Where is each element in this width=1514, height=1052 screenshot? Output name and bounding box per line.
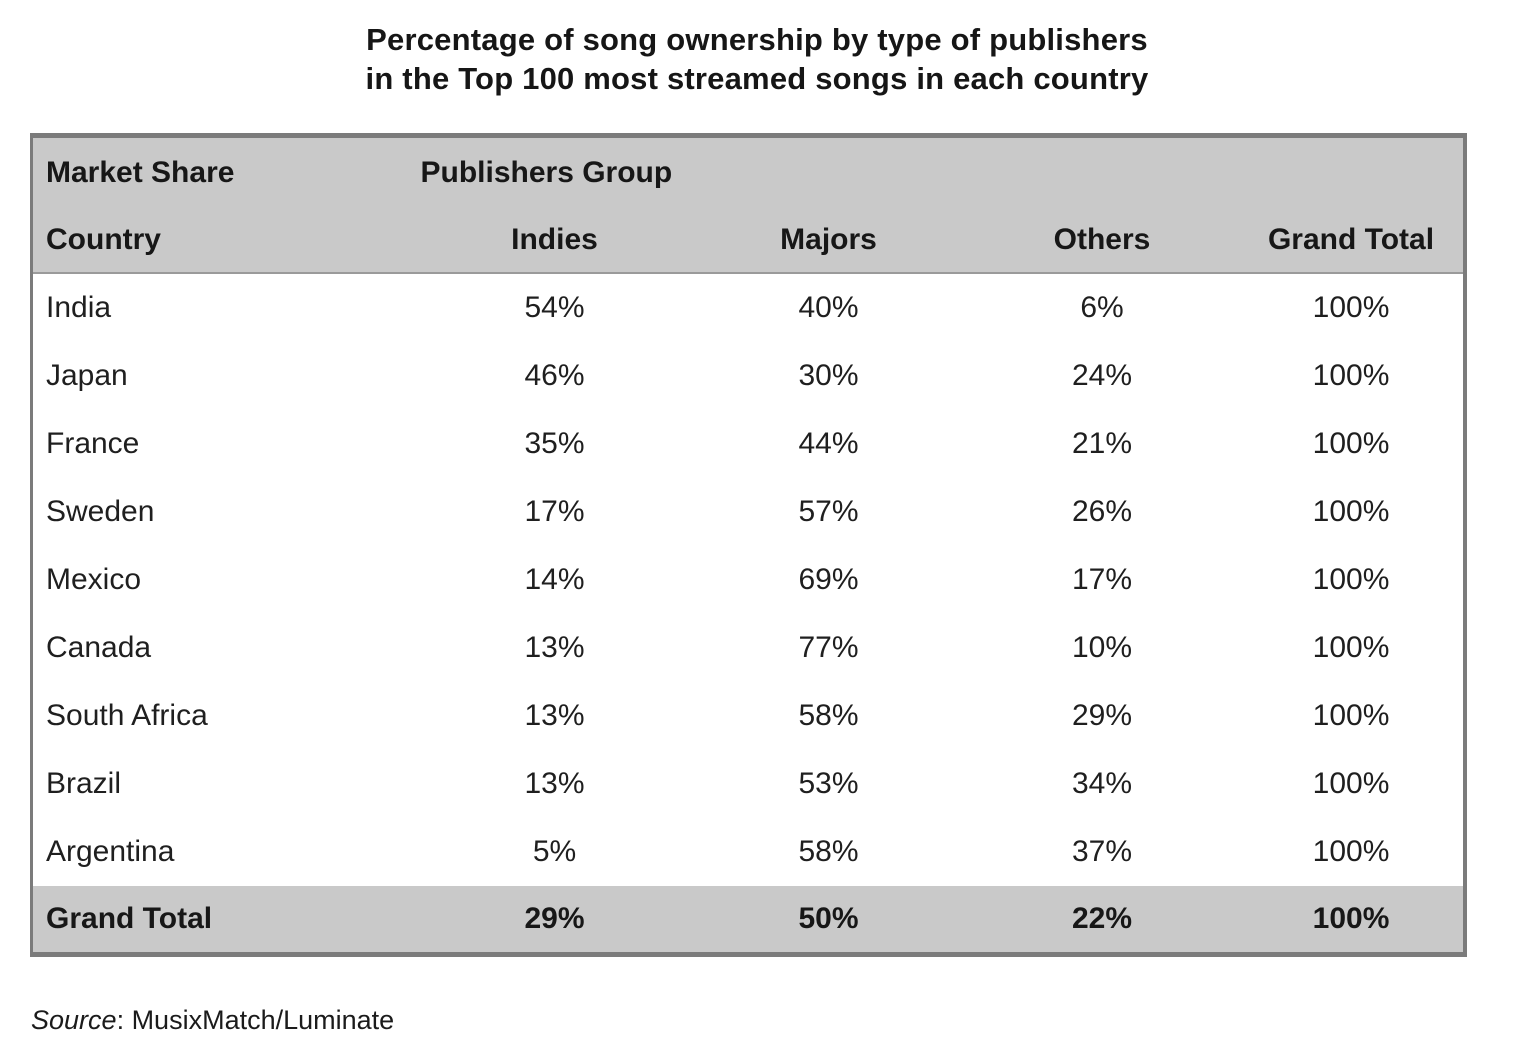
chart-title: Percentage of song ownership by type of … (0, 20, 1514, 98)
cell-others: 34% (964, 750, 1240, 818)
cell-indies: 46% (416, 342, 693, 410)
cell-majors: 58% (692, 682, 965, 750)
cell-others: 26% (964, 478, 1240, 546)
total-cell-majors: 50% (692, 886, 965, 955)
col-header-indies: Indies (416, 208, 693, 273)
cell-grand-total: 100% (1239, 410, 1465, 478)
cell-indies: 17% (416, 478, 693, 546)
cell-indies: 14% (416, 546, 693, 614)
cell-grand-total: 100% (1239, 682, 1465, 750)
col-header-country: Country (31, 208, 417, 273)
table-row: Brazil 13% 53% 34% 100% (31, 750, 1465, 818)
table-row: South Africa 13% 58% 29% 100% (31, 682, 1465, 750)
cell-grand-total: 100% (1239, 818, 1465, 886)
table-row: Mexico 14% 69% 17% 100% (31, 546, 1465, 614)
cell-country: Canada (31, 614, 417, 682)
col-header-grand-total: Grand Total (1239, 208, 1465, 273)
col-header-majors: Majors (692, 208, 965, 273)
cell-country: Japan (31, 342, 417, 410)
total-cell-indies: 29% (416, 886, 693, 955)
total-cell-others: 22% (964, 886, 1240, 955)
cell-others: 37% (964, 818, 1240, 886)
table-row: India 54% 40% 6% 100% (31, 273, 1465, 342)
table-row: Japan 46% 30% 24% 100% (31, 342, 1465, 410)
cell-indies: 5% (416, 818, 693, 886)
header-publishers-group: Publishers Group (416, 135, 1465, 208)
cell-others: 21% (964, 410, 1240, 478)
cell-indies: 13% (416, 614, 693, 682)
chart-title-line1: Percentage of song ownership by type of … (366, 22, 1148, 57)
source-line: Source: MusixMatch/Luminate (31, 1005, 1514, 1036)
cell-others: 17% (964, 546, 1240, 614)
cell-country: France (31, 410, 417, 478)
group-header-row: Market Share Publishers Group (31, 135, 1465, 208)
cell-others: 6% (964, 273, 1240, 342)
cell-grand-total: 100% (1239, 273, 1465, 342)
column-header-row: Country Indies Majors Others Grand Total (31, 208, 1465, 273)
cell-country: South Africa (31, 682, 417, 750)
market-share-table: Market Share Publishers Group Country In… (30, 133, 1467, 957)
market-share-table-container: Market Share Publishers Group Country In… (30, 133, 1467, 957)
cell-indies: 13% (416, 682, 693, 750)
total-cell-label: Grand Total (31, 886, 417, 955)
cell-country: India (31, 273, 417, 342)
cell-country: Sweden (31, 478, 417, 546)
cell-majors: 69% (692, 546, 965, 614)
cell-grand-total: 100% (1239, 478, 1465, 546)
cell-majors: 77% (692, 614, 965, 682)
cell-indies: 35% (416, 410, 693, 478)
total-cell-grand-total: 100% (1239, 886, 1465, 955)
cell-majors: 40% (692, 273, 965, 342)
table-row: Sweden 17% 57% 26% 100% (31, 478, 1465, 546)
table-body: India 54% 40% 6% 100% Japan 46% 30% 24% … (31, 273, 1465, 955)
cell-grand-total: 100% (1239, 750, 1465, 818)
table-row: France 35% 44% 21% 100% (31, 410, 1465, 478)
header-market-share: Market Share (31, 135, 417, 208)
cell-majors: 44% (692, 410, 965, 478)
cell-country: Argentina (31, 818, 417, 886)
cell-grand-total: 100% (1239, 342, 1465, 410)
table-header: Market Share Publishers Group Country In… (31, 135, 1465, 273)
cell-grand-total: 100% (1239, 546, 1465, 614)
cell-country: Mexico (31, 546, 417, 614)
source-label: Source (31, 1005, 117, 1035)
cell-others: 24% (964, 342, 1240, 410)
cell-indies: 54% (416, 273, 693, 342)
table-row: Argentina 5% 58% 37% 100% (31, 818, 1465, 886)
cell-indies: 13% (416, 750, 693, 818)
cell-others: 10% (964, 614, 1240, 682)
source-value: : MusixMatch/Luminate (116, 1005, 395, 1035)
cell-majors: 57% (692, 478, 965, 546)
cell-majors: 58% (692, 818, 965, 886)
col-header-others: Others (964, 208, 1240, 273)
cell-grand-total: 100% (1239, 614, 1465, 682)
cell-country: Brazil (31, 750, 417, 818)
cell-majors: 30% (692, 342, 965, 410)
table-row: Canada 13% 77% 10% 100% (31, 614, 1465, 682)
chart-title-line2: in the Top 100 most streamed songs in ea… (365, 61, 1149, 96)
grand-total-row: Grand Total 29% 50% 22% 100% (31, 886, 1465, 955)
cell-others: 29% (964, 682, 1240, 750)
cell-majors: 53% (692, 750, 965, 818)
